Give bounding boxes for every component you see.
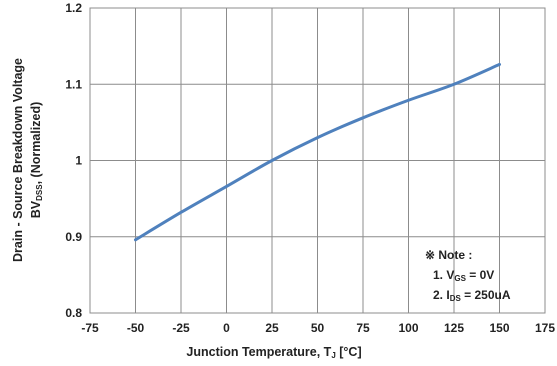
x-tick-label: 100 — [398, 321, 418, 335]
note-box: ※ Note : 1. VGS = 0V 2. IDS = 250uA — [425, 248, 511, 303]
note-item-2: 2. IDS = 250uA — [433, 288, 511, 303]
x-tick-label: -50 — [127, 321, 145, 335]
y-tick-label: 0.9 — [65, 230, 82, 244]
x-tick-label: -25 — [172, 321, 190, 335]
y-tick-label: 1 — [75, 154, 82, 168]
x-tick-label: 150 — [489, 321, 509, 335]
y-tick-labels: 0.8 0.9 1 1.1 1.2 — [65, 1, 82, 320]
y-tick-label: 1.2 — [65, 1, 82, 15]
x-tick-label: 175 — [535, 321, 555, 335]
x-tick-label: 125 — [444, 321, 464, 335]
y-tick-label: 1.1 — [65, 77, 82, 91]
note-item-1: 1. VGS = 0V — [433, 268, 494, 283]
x-tick-label: -75 — [81, 321, 99, 335]
y-tick-label: 0.8 — [65, 306, 82, 320]
x-tick-labels: -75 -50 -25 0 25 50 75 100 125 150 175 — [81, 321, 555, 335]
grid-lines — [90, 8, 545, 313]
x-tick-label: 25 — [265, 321, 279, 335]
x-axis-title: Junction Temperature, TJ [°C] — [186, 345, 361, 360]
x-tick-label: 0 — [223, 321, 230, 335]
x-tick-label: 50 — [311, 321, 325, 335]
x-tick-label: 75 — [356, 321, 370, 335]
note-title: ※ Note : — [425, 248, 472, 262]
series-line — [134, 62, 501, 242]
y-axis-title-line2: BVDSS, (Normalized) — [29, 102, 44, 218]
y-axis-title-line1: Drain - Source Breakdown Voltage — [11, 58, 25, 262]
plot-frame — [89, 7, 546, 314]
